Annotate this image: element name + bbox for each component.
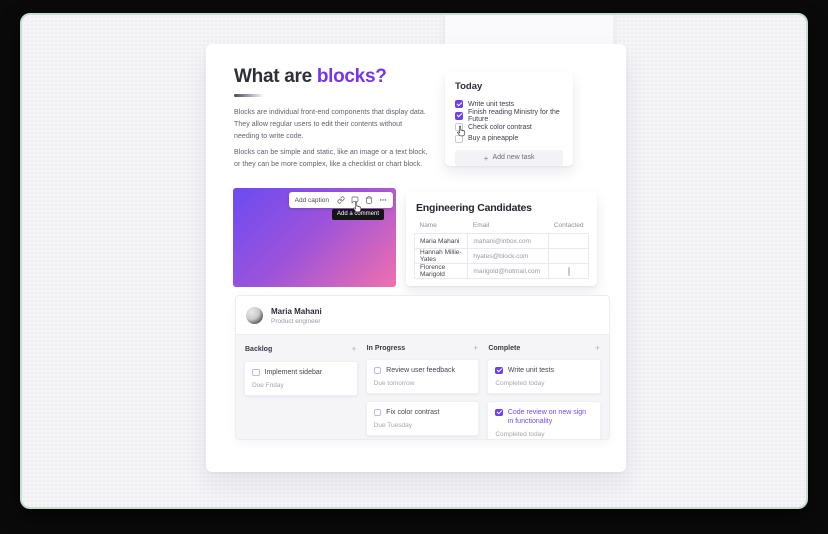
kanban-board: Backlog + Implement sidebar Due Friday — [236, 334, 609, 439]
kanban-card: Maria Mahani Product engineer Backlog + — [235, 295, 610, 440]
candidates-card: Engineering Candidates Name Email Contac… — [406, 192, 597, 286]
kanban-task-card[interactable]: Code review on new sign in functionality… — [487, 401, 602, 439]
task-meta: Due Tuesday — [373, 422, 412, 429]
task-label: Fix color contrast — [386, 409, 440, 416]
column-header-contacted: Contacted — [553, 222, 584, 229]
column-title: Complete — [488, 345, 521, 352]
task-label: Write unit tests — [507, 367, 555, 374]
todo-card: Today Write unit tests Finish reading Mi… — [445, 72, 573, 166]
table-row: Maria Mahani mahani@inbox.com — [413, 233, 589, 249]
todo-item-label: Buy a pineapple — [468, 135, 519, 142]
app-window: What are blocks? Blocks are individual f… — [20, 13, 808, 509]
hand-cursor-icon — [457, 125, 466, 137]
table-row: Florence Marigold marigold@hotmail.com — [413, 263, 589, 279]
kanban-user: Maria Mahani Product engineer — [271, 307, 322, 325]
intro-paragraph-2: Blocks can be simple and static, like an… — [234, 149, 428, 168]
comment-tooltip: Add a comment — [332, 209, 385, 220]
todo-list: Write unit tests Finish reading Ministry… — [455, 100, 563, 143]
user-name: Maria Mahani — [271, 306, 322, 316]
column-header-name: Name — [419, 222, 437, 229]
task-meta: Completed today — [495, 380, 545, 387]
table-header-row: Name Email Contacted — [415, 219, 589, 234]
title-underline — [234, 94, 264, 97]
intro-paragraph-1: Blocks are individual front-end componen… — [234, 109, 426, 140]
kanban-column-in-progress: In Progress + Review user feedback Due t… — [365, 343, 480, 436]
content-card: What are blocks? Blocks are individual f… — [206, 44, 626, 472]
task-meta: Due tomorrow — [373, 380, 415, 387]
todo-item[interactable]: Check color contrast — [455, 123, 563, 137]
kanban-task-card[interactable]: Fix color contrast Due Tuesday — [365, 401, 480, 436]
kanban-task-card[interactable]: Implement sidebar Due Friday — [244, 361, 358, 396]
plus-icon: + — [483, 152, 489, 163]
kanban-header: Maria Mahani Product engineer — [236, 296, 609, 335]
page-title-highlight: blocks? — [316, 66, 387, 87]
checkbox-unchecked[interactable] — [252, 368, 260, 376]
add-new-task-button[interactable]: + Add new task — [455, 149, 563, 166]
checkbox-unchecked[interactable] — [455, 123, 463, 131]
todo-title: Today — [455, 81, 483, 92]
todo-item[interactable]: Finish reading Ministry for the Future — [455, 108, 563, 123]
checkbox-unchecked[interactable] — [567, 266, 570, 276]
checkbox-unchecked[interactable] — [373, 366, 382, 374]
todo-item[interactable]: Write unit tests — [455, 100, 563, 108]
intro-section: What are blocks? Blocks are individual f… — [234, 66, 427, 171]
task-meta: Due Friday — [252, 382, 284, 389]
checkbox-checked[interactable] — [495, 408, 503, 416]
hand-cursor-icon — [353, 201, 362, 213]
add-caption-button[interactable]: Add caption — [294, 196, 329, 204]
todo-item[interactable]: Buy a pineapple — [455, 134, 563, 143]
avatar — [246, 307, 263, 324]
add-card-icon[interactable]: + — [594, 343, 601, 353]
image-toolbar: Add caption — [288, 192, 393, 208]
column-title: In Progress — [366, 345, 406, 352]
task-label: Implement sidebar — [264, 369, 323, 376]
kanban-task-card[interactable]: Review user feedback Due tomorrow — [365, 359, 480, 394]
comment-icon[interactable] — [350, 196, 359, 205]
kanban-column-complete: Complete + Write unit tests Completed to… — [487, 343, 602, 439]
todo-item-label: Write unit tests — [468, 100, 515, 108]
add-card-icon[interactable]: + — [351, 344, 357, 354]
todo-item-label: Check color contrast — [468, 123, 532, 131]
column-title: Backlog — [245, 346, 273, 353]
kanban-task-card[interactable]: Write unit tests Completed today — [487, 359, 602, 394]
add-card-icon[interactable]: + — [473, 343, 479, 353]
checkbox-unchecked[interactable] — [373, 408, 382, 416]
more-icon[interactable] — [378, 196, 387, 205]
checkbox-checked[interactable] — [455, 111, 463, 120]
candidates-table: Name Email Contacted Maria Mahani mahani… — [413, 219, 589, 279]
checkbox-checked[interactable] — [495, 366, 503, 374]
task-label: Review user feedback — [386, 367, 456, 374]
candidates-title: Engineering Candidates — [416, 202, 532, 214]
gradient-image-block[interactable]: Add caption Ad — [233, 188, 396, 287]
kanban-column-backlog: Backlog + Implement sidebar Due Friday — [244, 343, 358, 431]
page-title: What are blocks? — [234, 66, 387, 87]
link-icon[interactable] — [336, 196, 345, 205]
table-row: Hannah Millie-Yates hyates@block.com — [413, 248, 589, 264]
task-meta: Completed today — [495, 431, 545, 438]
task-label: Code review on new sign in functionality — [507, 409, 587, 425]
todo-item-label: Finish reading Ministry for the Future — [468, 108, 560, 123]
trash-icon[interactable] — [364, 196, 373, 205]
column-header-email: Email — [472, 222, 490, 229]
checkbox-checked[interactable] — [455, 100, 463, 108]
user-role: Product engineer — [271, 317, 321, 325]
